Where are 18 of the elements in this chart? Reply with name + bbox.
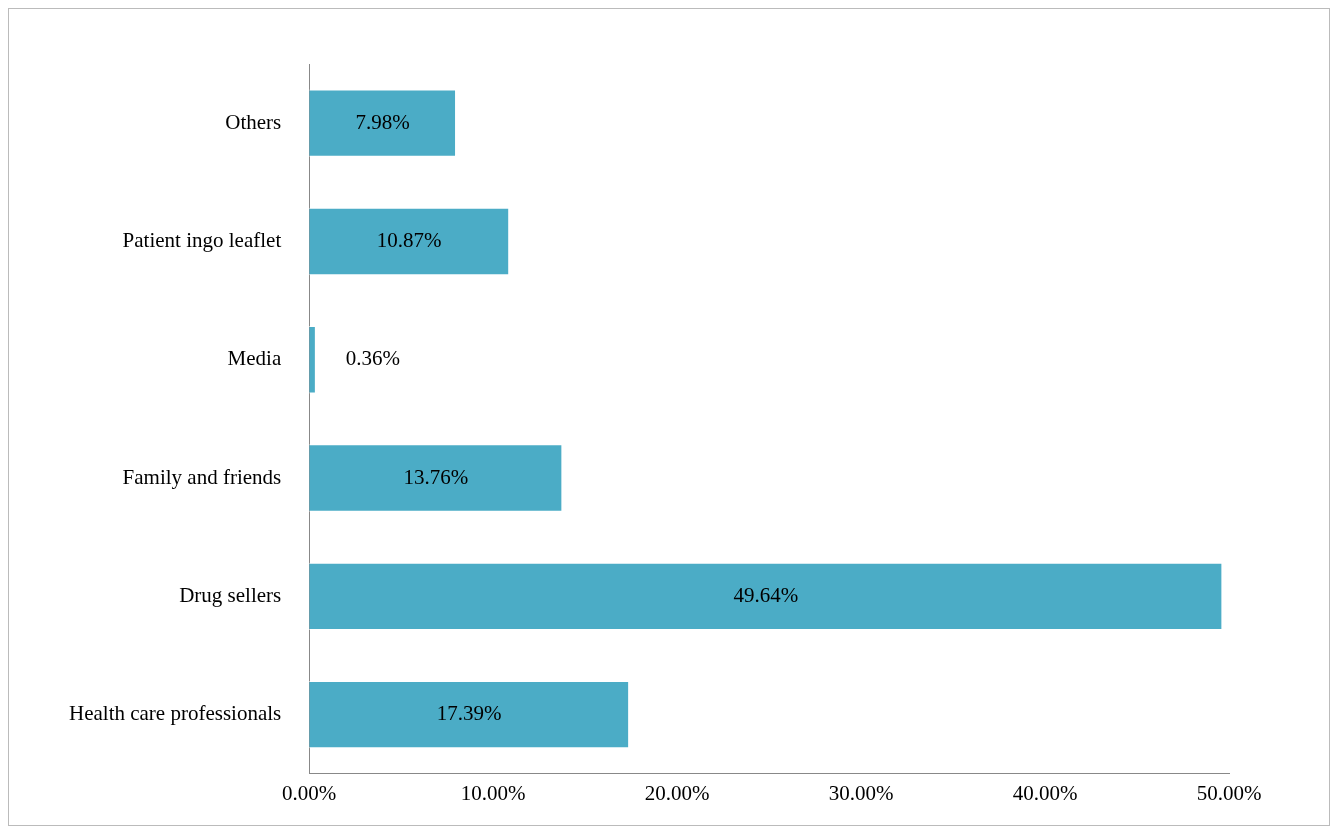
x-tick-label: 0.00% [282, 780, 337, 805]
data-label: 7.98% [355, 109, 410, 134]
y-tick-label: Family and friends [122, 464, 282, 489]
data-label: 13.76% [403, 464, 469, 489]
y-tick-label: Drug sellers [179, 582, 282, 607]
x-tick-label: 50.00% [1196, 780, 1262, 805]
x-tick-label: 40.00% [1012, 780, 1078, 805]
data-label: 0.36% [345, 346, 401, 371]
y-tick-label: Others [225, 109, 282, 134]
x-tick-label: 30.00% [828, 780, 894, 805]
data-label: 49.64% [733, 582, 799, 607]
y-tick-label: Media [227, 346, 282, 371]
x-tick-label: 10.00% [460, 780, 526, 805]
y-tick-label: Health care professionals [69, 701, 282, 726]
y-tick-label: Patient ingo leaflet [122, 227, 282, 252]
data-label: 10.87% [376, 227, 442, 252]
data-label: 17.39% [436, 701, 502, 726]
x-tick-label: 20.00% [644, 780, 710, 805]
